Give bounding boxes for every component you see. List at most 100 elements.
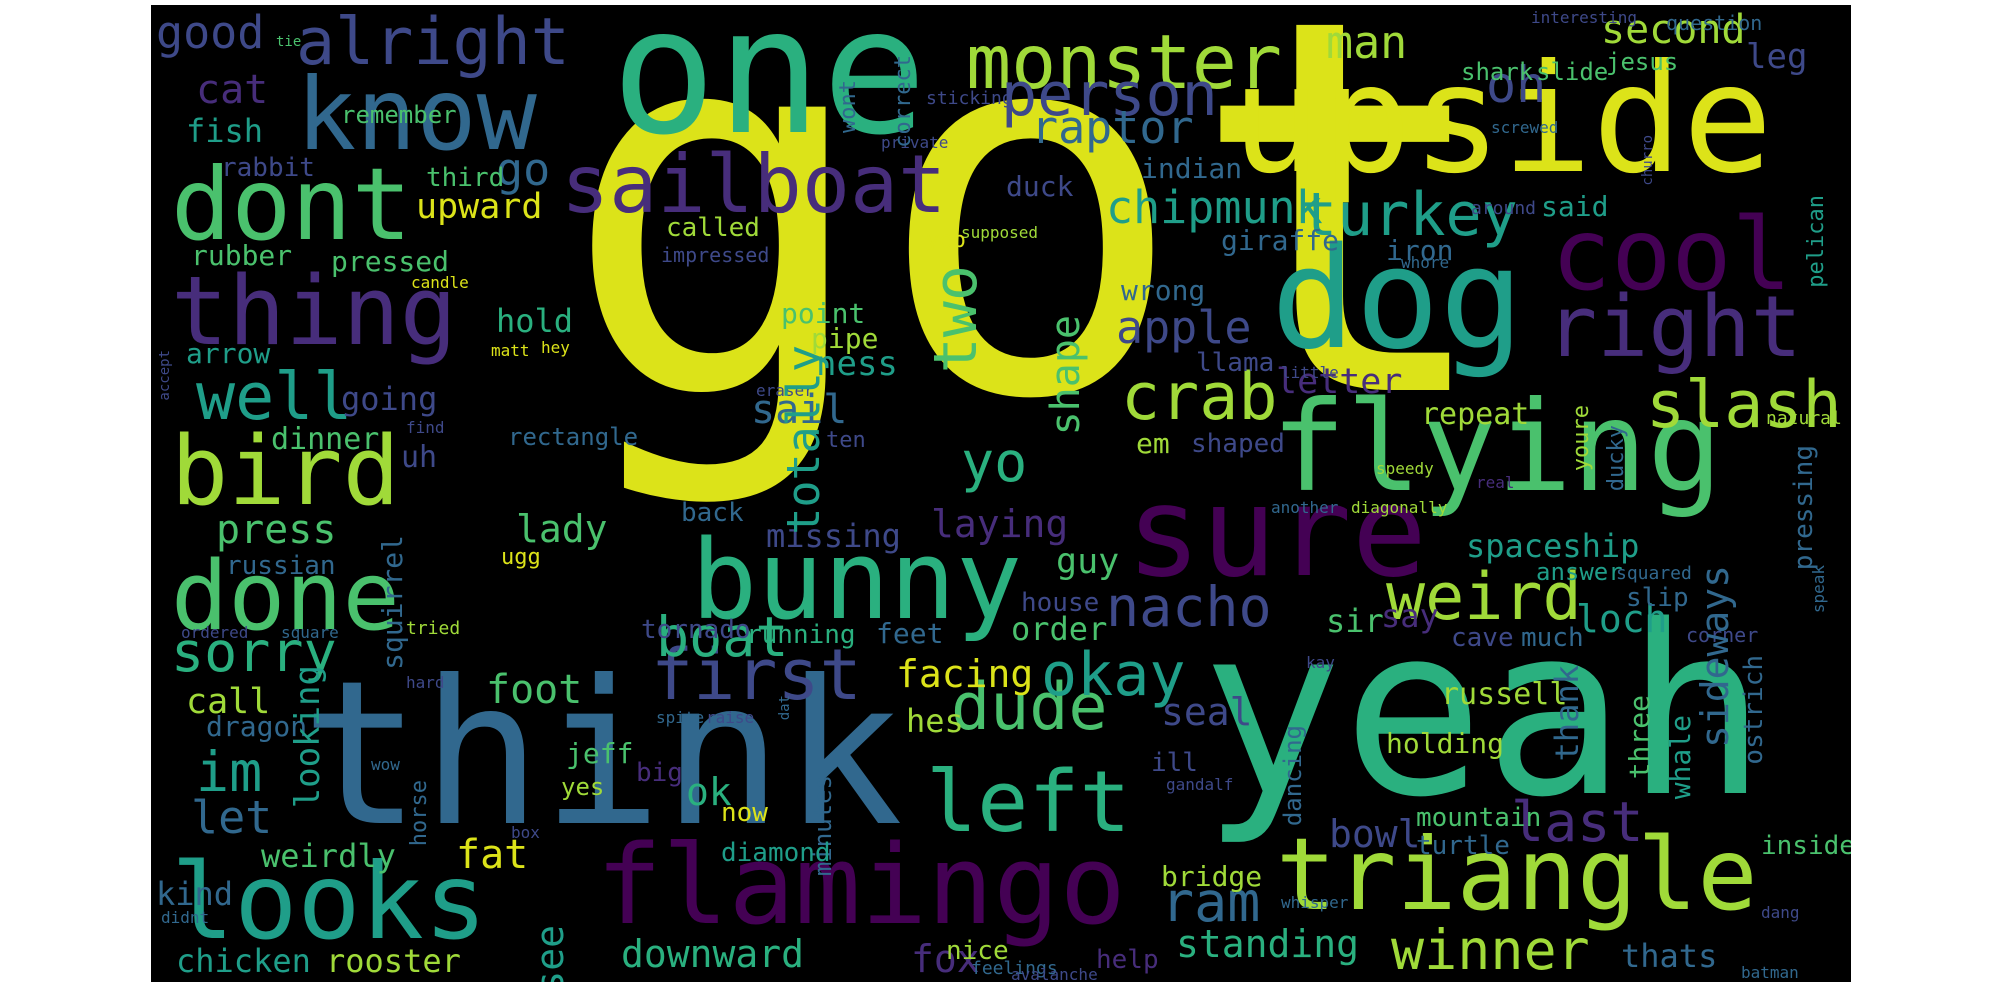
cloud-word-winner: winner — [1391, 918, 1590, 982]
cloud-word-fish: fish — [186, 112, 264, 150]
cloud-word-dog: dog — [1271, 218, 1524, 381]
cloud-word-dancing: dancing — [1279, 725, 1307, 827]
cloud-word-know: know — [296, 56, 537, 173]
cloud-word-totally: totally — [777, 345, 830, 535]
cloud-word-matt: matt — [491, 341, 530, 360]
cloud-word-order: order — [1011, 610, 1108, 648]
cloud-word-house: house — [1021, 588, 1100, 618]
cloud-word-kind: kind — [156, 875, 234, 913]
cloud-word-see: see — [528, 925, 572, 982]
cloud-word-second: second — [1601, 7, 1746, 53]
cloud-word-much: much — [1521, 623, 1584, 653]
cloud-word-giraffe: giraffe — [1221, 224, 1340, 257]
cloud-word-tried: tried — [406, 618, 461, 639]
cloud-word-youre: youre — [1569, 405, 1594, 472]
cloud-word-pipe: pipe — [811, 322, 879, 355]
cloud-word-candle: candle — [411, 273, 469, 292]
cloud-word-speedy: speedy — [1376, 459, 1434, 478]
word-cloud-canvas: got yeah think upside one flying dog sure triang… — [151, 5, 1851, 982]
cloud-word-cool: cool — [1551, 196, 1792, 313]
cloud-word-yo: yo — [961, 430, 1028, 494]
cloud-word-wow: wow — [371, 755, 400, 774]
cloud-word-eraser: eraser — [756, 381, 814, 400]
cloud-word-hold: hold — [496, 302, 574, 340]
cloud-word-raptor: raptor — [1031, 101, 1194, 154]
cloud-word-real: real — [1476, 473, 1515, 492]
cloud-word-ness: ness — [816, 344, 898, 384]
cloud-word-jeff: jeff — [566, 737, 634, 770]
cloud-word-right: right — [1546, 278, 1802, 377]
cloud-word-speak: speak — [1809, 565, 1828, 614]
cloud-word-three: three — [1623, 695, 1656, 780]
cloud-word-crab: crab — [1121, 360, 1278, 435]
cloud-word-okay: okay — [1041, 640, 1186, 710]
cloud-word-cave: cave — [1451, 623, 1514, 653]
cloud-word-good: good — [156, 6, 265, 59]
cloud-word-answer: answer — [1536, 558, 1623, 586]
cloud-word-one: one — [611, 5, 928, 174]
cloud-word-now: now — [721, 798, 768, 828]
cloud-word-tie: tie — [276, 34, 302, 50]
cloud-word-going: going — [341, 380, 438, 418]
cloud-word-rectangle: rectangle — [508, 423, 639, 451]
cloud-word-let: let — [191, 791, 273, 844]
cloud-word-upside: upside — [1231, 33, 1773, 207]
cloud-word-downward: downward — [621, 932, 805, 976]
cloud-word-said: said — [1541, 190, 1609, 223]
cloud-word-sailboat: sailboat — [561, 138, 947, 231]
cloud-word-iron: iron — [1386, 234, 1454, 267]
cloud-word-alright: alright — [296, 5, 570, 80]
cloud-word-whore: whore — [1401, 253, 1450, 272]
cloud-word-ordered: ordered — [181, 623, 249, 642]
cloud-word-spaceship: spaceship — [1466, 527, 1640, 565]
cloud-word-diagonally: diagonally — [1351, 498, 1448, 517]
cloud-word-russian: russian — [226, 551, 336, 581]
cloud-word-dang: dang — [1761, 903, 1800, 922]
cloud-word-thats: thats — [1621, 937, 1718, 975]
cloud-word-two: two — [921, 265, 991, 374]
cloud-word-loch: loch — [1576, 597, 1668, 641]
cloud-word-corner: corner — [1686, 623, 1759, 647]
cloud-word-weird: weird — [1386, 560, 1582, 635]
cloud-word-back: back — [681, 498, 744, 528]
cloud-word-shape: shape — [1043, 315, 1089, 436]
cloud-word-last: last — [1511, 790, 1644, 854]
cloud-word-impressed: impressed — [661, 243, 770, 267]
cloud-word-pelican: pelican — [1804, 195, 1829, 288]
cloud-word-letter: letter — [1276, 362, 1403, 402]
cloud-word-spite: spite — [656, 708, 705, 727]
cloud-word-wrong: wrong — [1121, 274, 1206, 307]
cloud-word-called: called — [666, 213, 760, 243]
cloud-word-chicken: chicken — [176, 942, 311, 980]
cloud-word-foot: foot — [486, 667, 583, 713]
cloud-word-remember: remember — [341, 101, 457, 129]
cloud-word-standing: standing — [1176, 922, 1360, 966]
cloud-word-go: go — [496, 143, 551, 196]
cloud-word-holding: holding — [1386, 727, 1505, 760]
cloud-word-kay: kay — [1306, 653, 1335, 672]
cloud-word-sorry: sorry — [171, 620, 337, 684]
cloud-word-left: left — [926, 753, 1131, 852]
cloud-word-press: press — [216, 507, 337, 553]
cloud-word-screwed: screwed — [1491, 118, 1559, 137]
cloud-word-wont: wont — [836, 80, 861, 133]
cloud-word-whisper: whisper — [1281, 893, 1349, 912]
cloud-word-ten: ten — [826, 428, 866, 453]
cloud-word-rooster: rooster — [326, 942, 461, 980]
cloud-word-churro: churro — [1640, 135, 1656, 186]
cloud-word-facing: facing — [896, 652, 1034, 696]
cloud-word-squirrel: squirrel — [376, 535, 409, 670]
cloud-word-call: call — [186, 682, 271, 722]
cloud-word-looking: looking — [288, 665, 328, 809]
cloud-word-jesus: jesus — [1606, 48, 1679, 76]
cloud-word-duck: duck — [1006, 170, 1074, 203]
cloud-word-bridge: bridge — [1161, 860, 1263, 893]
cloud-word-running: running — [746, 620, 856, 650]
cloud-word-horse: horse — [407, 780, 432, 847]
cloud-word-inside: inside — [1761, 831, 1851, 861]
cloud-word-slash: slash — [1646, 368, 1842, 443]
cloud-word-sail: sail — [751, 387, 848, 433]
cloud-word-cat: cat — [196, 67, 269, 113]
cloud-word-llama: llama — [1196, 348, 1275, 378]
cloud-word-rabbit: rabbit — [221, 153, 315, 183]
